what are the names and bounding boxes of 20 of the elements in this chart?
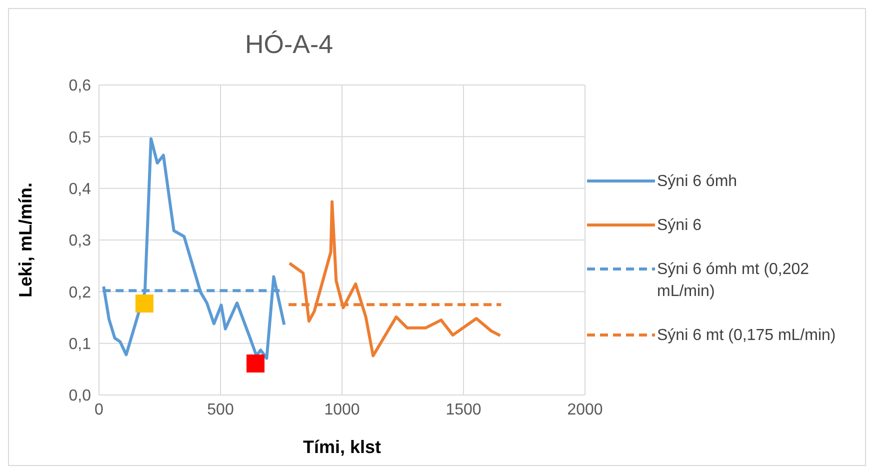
x-tick-label: 2000 — [567, 401, 603, 418]
y-tick-label: 0,6 — [68, 78, 92, 95]
legend-label: Sýni 6 — [657, 216, 702, 236]
y-tick-label: 0,2 — [68, 284, 92, 302]
y-axis-title: Leki, mL/mín. — [15, 182, 36, 298]
x-tick-label: 500 — [207, 401, 234, 418]
legend-label: Sýni 6 ómh — [657, 172, 738, 192]
x-axis-title: Tími, klst — [302, 437, 382, 457]
legend-label: Sýni 6 ómh mt (0,202 mL/min) — [657, 260, 810, 302]
y-tick-label: 0,3 — [68, 232, 92, 250]
y-tick-label: 0,4 — [68, 181, 92, 198]
line-series — [288, 200, 502, 358]
x-tick-label: 1500 — [446, 401, 482, 418]
y-tick-label: 0,5 — [68, 129, 92, 146]
x-tick-label: 1000 — [324, 401, 360, 418]
y-tick-label: 0,1 — [68, 336, 92, 354]
y-tick-label: 0,0 — [68, 388, 92, 405]
chart-title: HÓ-A-4 — [244, 28, 334, 61]
x-tick-label: 0 — [94, 401, 104, 418]
legend-label: Sýni 6 mt (0,175 mL/min) — [657, 326, 836, 346]
